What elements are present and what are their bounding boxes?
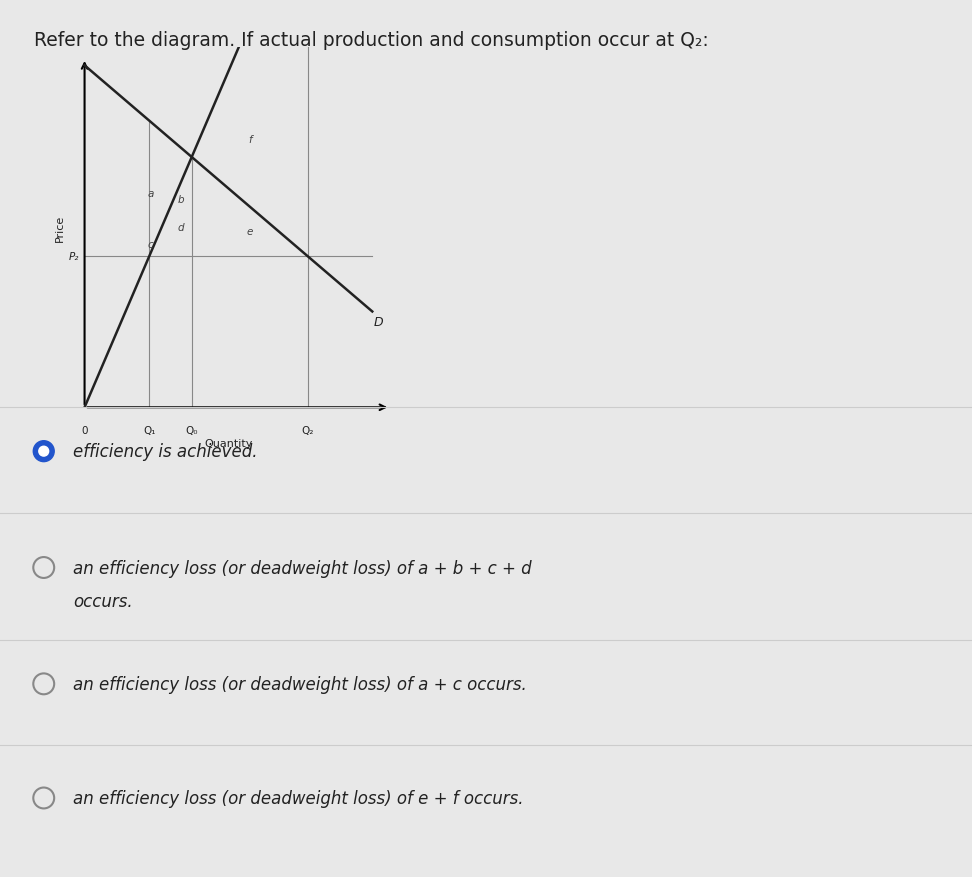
Text: b: b (178, 195, 185, 204)
Text: occurs.: occurs. (73, 592, 132, 610)
Text: D: D (374, 316, 384, 329)
Text: an efficiency loss (or deadweight loss) of a + b + c + d: an efficiency loss (or deadweight loss) … (73, 559, 532, 577)
Text: Q₁: Q₁ (143, 426, 156, 436)
Text: Refer to the diagram. If actual production and consumption occur at Q₂:: Refer to the diagram. If actual producti… (34, 31, 709, 50)
Text: Q₂: Q₂ (301, 426, 314, 436)
Text: f: f (248, 135, 252, 145)
Text: Price: Price (54, 214, 64, 242)
Circle shape (39, 446, 49, 457)
Text: P₂: P₂ (69, 252, 79, 261)
Text: Quantity: Quantity (204, 438, 253, 449)
Circle shape (33, 441, 54, 462)
Text: c: c (148, 239, 154, 250)
Text: 0: 0 (82, 426, 87, 436)
Text: e: e (247, 227, 253, 237)
Text: efficiency is achieved.: efficiency is achieved. (73, 443, 258, 460)
Text: d: d (178, 223, 185, 232)
Text: an efficiency loss (or deadweight loss) of a + c occurs.: an efficiency loss (or deadweight loss) … (73, 675, 527, 693)
Text: an efficiency loss (or deadweight loss) of e + f occurs.: an efficiency loss (or deadweight loss) … (73, 789, 523, 807)
Text: Q₀: Q₀ (186, 426, 198, 436)
Text: a: a (148, 189, 154, 198)
